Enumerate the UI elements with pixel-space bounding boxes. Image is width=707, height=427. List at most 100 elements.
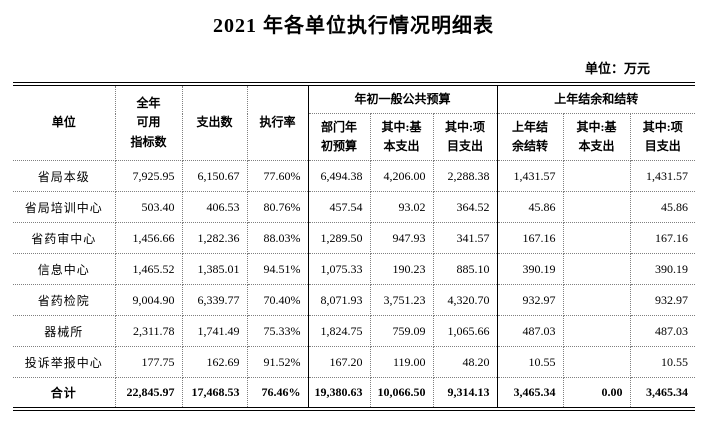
value-cell: 2,288.38 [433,160,498,192]
page-title: 2021 年各单位执行情况明细表 [213,15,494,37]
value-cell: 487.03 [497,315,564,347]
col-header-annual-available: 全年 可用 指标数 [115,84,183,161]
value-cell: 75.33% [247,315,309,347]
table-body: 省局本级 7,925.95 6,150.67 77.60% 6,494.38 4,206.… [13,160,696,409]
table-row: 省药检院 9,004.90 6,339.77 70.40% 8,071.93 3,751.… [13,284,696,316]
value-cell: 0.00 [563,377,631,409]
value-cell: 80.76% [247,191,309,223]
value-cell: 19,380.63 [308,377,371,409]
value-cell: 1,385.01 [182,253,248,285]
value-cell [563,346,631,378]
value-cell: 10.55 [497,346,564,378]
value-cell: 6,150.67 [182,160,248,192]
value-cell: 10.55 [630,346,696,378]
unit-cell: 省局本级 [13,160,116,192]
value-cell: 457.54 [308,191,371,223]
value-cell: 932.97 [630,284,696,316]
value-cell: 947.93 [370,222,434,254]
value-cell: 77.60% [247,160,309,192]
value-cell: 1,824.75 [308,315,371,347]
value-cell: 22,845.97 [115,377,183,409]
col-header-expenditure: 支出数 [182,84,248,161]
col-header-carryover-balance: 上年结 余结转 [497,113,564,161]
value-cell: 10,066.50 [370,377,434,409]
value-cell [563,191,631,223]
value-cell: 9,004.90 [115,284,183,316]
value-cell: 3,465.34 [630,377,696,409]
col-header-basic-expenditure-1: 其中:基 本支出 [370,113,434,161]
group-header-carryover: 上年结余和结转 [497,84,696,114]
value-cell [563,222,631,254]
value-cell: 6,494.38 [308,160,371,192]
value-cell: 4,320.70 [433,284,498,316]
value-cell: 45.86 [497,191,564,223]
unit-cell: 投诉举报中心 [13,346,116,378]
unit-cell: 器械所 [13,315,116,347]
value-cell: 167.16 [630,222,696,254]
unit-cell: 省局培训中心 [13,191,116,223]
value-cell: 119.00 [370,346,434,378]
value-cell: 177.75 [115,346,183,378]
value-cell: 6,339.77 [182,284,248,316]
table-header: 单位 全年 可用 指标数 支出数 执行率 年初一般公共预算 上年结余和结转 部门… [13,84,696,161]
col-header-project-expenditure-1: 其中:项 目支出 [433,113,498,161]
col-header-project-expenditure-2: 其中:项 目支出 [630,113,696,161]
value-cell: 1,431.57 [497,160,564,192]
table-row: 省局培训中心 503.40 406.53 80.76% 457.54 93.02 364.5… [13,191,696,223]
unit-note: 单位：万元 [584,61,650,76]
table-row: 省局本级 7,925.95 6,150.67 77.60% 6,494.38 4,206.… [13,160,696,192]
value-cell: 1,431.57 [630,160,696,192]
value-cell: 8,071.93 [308,284,371,316]
col-header-unit: 单位 [13,84,116,161]
col-header-dept-initial-budget: 部门年 初预算 [308,113,371,161]
value-cell: 1,456.66 [115,222,183,254]
col-header-execution-rate: 执行率 [247,84,309,161]
total-row: 合计 22,845.97 17,468.53 76.46% 19,380.63 10,06… [13,377,696,409]
value-cell: 1,741.49 [182,315,248,347]
value-cell: 190.23 [370,253,434,285]
unit-cell: 合计 [13,377,116,409]
value-cell: 759.09 [370,315,434,347]
value-cell: 487.03 [630,315,696,347]
table-row: 省药审中心 1,456.66 1,282.36 88.03% 1,289.50 947.9… [13,222,696,254]
value-cell: 9,314.13 [433,377,498,409]
value-cell: 91.52% [247,346,309,378]
value-cell: 76.46% [247,377,309,409]
value-cell: 503.40 [115,191,183,223]
table-row: 器械所 2,311.78 1,741.49 75.33% 1,824.75 759.09 1… [13,315,696,347]
value-cell: 93.02 [370,191,434,223]
table-row: 信息中心 1,465.52 1,385.01 94.51% 1,075.33 190.23… [13,253,696,285]
value-cell: 167.20 [308,346,371,378]
value-cell: 1,075.33 [308,253,371,285]
value-cell: 94.51% [247,253,309,285]
budget-table: 单位 全年 可用 指标数 支出数 执行率 年初一般公共预算 上年结余和结转 部门… [13,82,696,411]
unit-cell: 信息中心 [13,253,116,285]
value-cell: 341.57 [433,222,498,254]
value-cell: 45.86 [630,191,696,223]
value-cell: 70.40% [247,284,309,316]
value-cell: 1,289.50 [308,222,371,254]
value-cell [563,284,631,316]
value-cell: 390.19 [497,253,564,285]
value-cell: 390.19 [630,253,696,285]
value-cell [563,253,631,285]
unit-cell: 省药检院 [13,284,116,316]
value-cell: 3,751.23 [370,284,434,316]
value-cell: 3,465.34 [497,377,564,409]
value-cell [563,315,631,347]
value-cell: 406.53 [182,191,248,223]
group-header-initial-budget: 年初一般公共预算 [308,84,498,114]
value-cell: 17,468.53 [182,377,248,409]
value-cell: 88.03% [247,222,309,254]
value-cell [563,160,631,192]
value-cell: 4,206.00 [370,160,434,192]
table-row: 投诉举报中心 177.75 162.69 91.52% 167.20 119.00 48.2… [13,346,696,378]
value-cell: 48.20 [433,346,498,378]
value-cell: 1,065.66 [433,315,498,347]
value-cell: 364.52 [433,191,498,223]
value-cell: 1,465.52 [115,253,183,285]
value-cell: 162.69 [182,346,248,378]
col-header-basic-expenditure-2: 其中:基 本支出 [563,113,631,161]
value-cell: 7,925.95 [115,160,183,192]
